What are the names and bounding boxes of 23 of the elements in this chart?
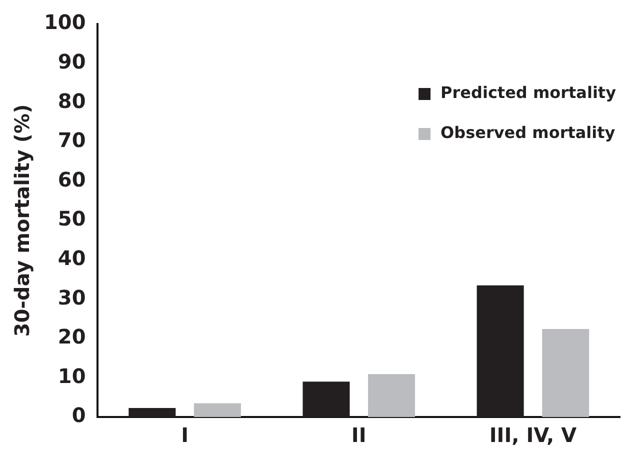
legend-label: Observed mortality xyxy=(440,123,616,142)
y-axis-title: 30-day mortality (%) xyxy=(10,104,34,337)
x-tick-label: I xyxy=(181,423,189,448)
y-tick-label: 60 xyxy=(58,167,86,192)
legend-label: Predicted mortality xyxy=(440,83,617,102)
y-tick-label: 80 xyxy=(58,88,86,113)
y-tick-label: 100 xyxy=(44,10,86,34)
x-tick-label: II xyxy=(351,423,366,448)
bar xyxy=(194,403,241,417)
x-tick-label: III, IV, V xyxy=(489,423,578,448)
y-tick-label: 0 xyxy=(72,403,86,428)
bar xyxy=(476,285,524,417)
bar xyxy=(128,408,176,417)
y-tick-label: 70 xyxy=(58,128,86,152)
bar xyxy=(302,382,350,417)
bar xyxy=(368,374,416,417)
y-tick-label: 40 xyxy=(58,246,86,270)
y-tick-label: 10 xyxy=(58,364,86,388)
y-tick-label: 50 xyxy=(58,206,86,231)
y-tick-label: 20 xyxy=(58,324,86,349)
y-tick-label: 90 xyxy=(58,50,86,74)
bar xyxy=(542,328,590,417)
y-tick-label: 30 xyxy=(58,285,86,310)
